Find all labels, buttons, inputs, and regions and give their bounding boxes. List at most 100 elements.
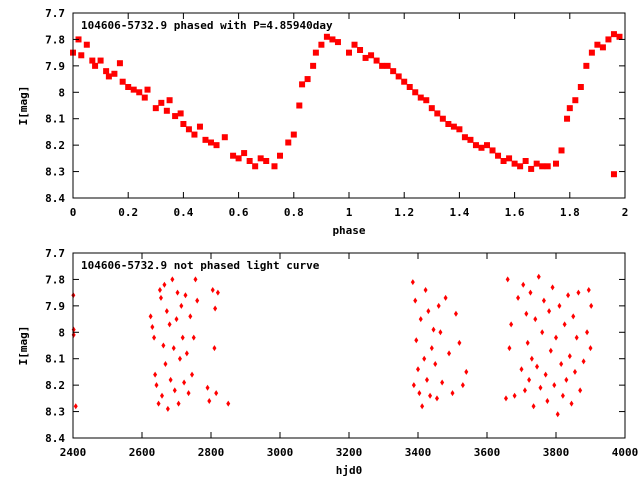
data-point (577, 84, 584, 90)
data-point (221, 134, 228, 141)
x-tick-label: 2 (622, 206, 629, 219)
data-point (412, 89, 419, 96)
data-point (531, 403, 536, 410)
data-point (478, 144, 485, 151)
data-point (174, 316, 179, 323)
x-tick-label: 3200 (336, 446, 363, 459)
data-point (215, 289, 220, 296)
data-point (545, 398, 550, 404)
data-point (208, 139, 214, 146)
data-point (533, 160, 540, 167)
data-point (271, 163, 278, 170)
data-point (285, 139, 292, 146)
data-point (196, 123, 203, 130)
data-point (195, 297, 200, 304)
y-tick-label: 7.8 (45, 273, 65, 286)
y-tick-label: 7.9 (45, 300, 65, 313)
data-point (152, 105, 159, 112)
data-point (616, 33, 623, 40)
data-point (423, 287, 428, 293)
data-point (191, 131, 198, 138)
data-point (424, 376, 429, 383)
data-point (574, 334, 579, 341)
data-point (180, 121, 187, 127)
data-point (116, 60, 123, 67)
data-point (263, 158, 270, 164)
x-tick-label: 1 (346, 206, 353, 219)
x-tick-label: 0.6 (229, 206, 249, 219)
data-point (154, 382, 159, 389)
data-point (528, 289, 533, 296)
x-tick-label: 1.6 (505, 206, 525, 219)
data-point (581, 358, 586, 365)
x-tick-label: 0 (70, 206, 77, 219)
data-point (144, 86, 151, 93)
data-point (548, 347, 553, 354)
data-point (450, 390, 455, 397)
data-point (544, 163, 551, 170)
data-point (589, 302, 594, 309)
data-point (599, 44, 606, 51)
data-point (505, 276, 510, 283)
data-point (246, 158, 253, 164)
y-axis-label: I[mag] (17, 326, 30, 366)
data-point (413, 297, 418, 304)
data-point (511, 160, 518, 167)
data-point (428, 105, 435, 112)
data-point (164, 308, 169, 315)
data-point (426, 308, 431, 315)
data-point (89, 57, 96, 64)
data-point (73, 403, 78, 410)
chart-title: 104606-5732.9 not phased light curve (81, 259, 320, 272)
data-point (357, 47, 364, 53)
data-point (467, 136, 474, 143)
data-point (445, 121, 452, 127)
data-point (434, 395, 439, 402)
data-point (171, 345, 176, 352)
data-point (157, 287, 162, 293)
data-point (191, 334, 196, 341)
data-point (509, 321, 514, 328)
y-tick-label: 8.1 (45, 353, 65, 366)
data-point (528, 165, 535, 172)
data-point (576, 289, 581, 296)
data-point (188, 313, 193, 320)
data-point (177, 110, 184, 117)
x-tick-label: 0.8 (284, 206, 304, 219)
data-point (489, 147, 496, 154)
x-tick-label: 2400 (60, 446, 87, 459)
data-point (119, 78, 126, 85)
data-point (555, 411, 560, 418)
y-tick-label: 8.2 (45, 379, 65, 392)
data-point (368, 52, 375, 59)
data-point (141, 94, 148, 101)
x-tick-label: 3400 (405, 446, 432, 459)
y-tick-label: 8.4 (45, 432, 65, 445)
x-tick-label: 3000 (267, 446, 294, 459)
data-point (213, 305, 218, 312)
data-point (438, 329, 443, 336)
data-point (553, 160, 559, 167)
data-point (443, 294, 448, 301)
data-point (167, 321, 172, 328)
data-point (252, 163, 259, 170)
data-point (193, 276, 198, 283)
y-tick-label: 8 (58, 86, 65, 99)
data-point (379, 62, 386, 69)
data-point (503, 395, 508, 402)
data-point (533, 316, 538, 323)
data-point (484, 142, 490, 149)
data-point (605, 36, 612, 43)
data-point (168, 376, 173, 383)
data-point (406, 84, 413, 90)
data-point (410, 279, 415, 286)
x-tick-label: 0.2 (118, 206, 138, 219)
x-axis-label: phase (332, 224, 365, 237)
data-point (525, 339, 530, 346)
data-point (559, 361, 564, 367)
data-point (257, 155, 264, 162)
data-point (506, 155, 513, 162)
data-point (578, 387, 583, 394)
x-tick-label: 2800 (198, 446, 225, 459)
